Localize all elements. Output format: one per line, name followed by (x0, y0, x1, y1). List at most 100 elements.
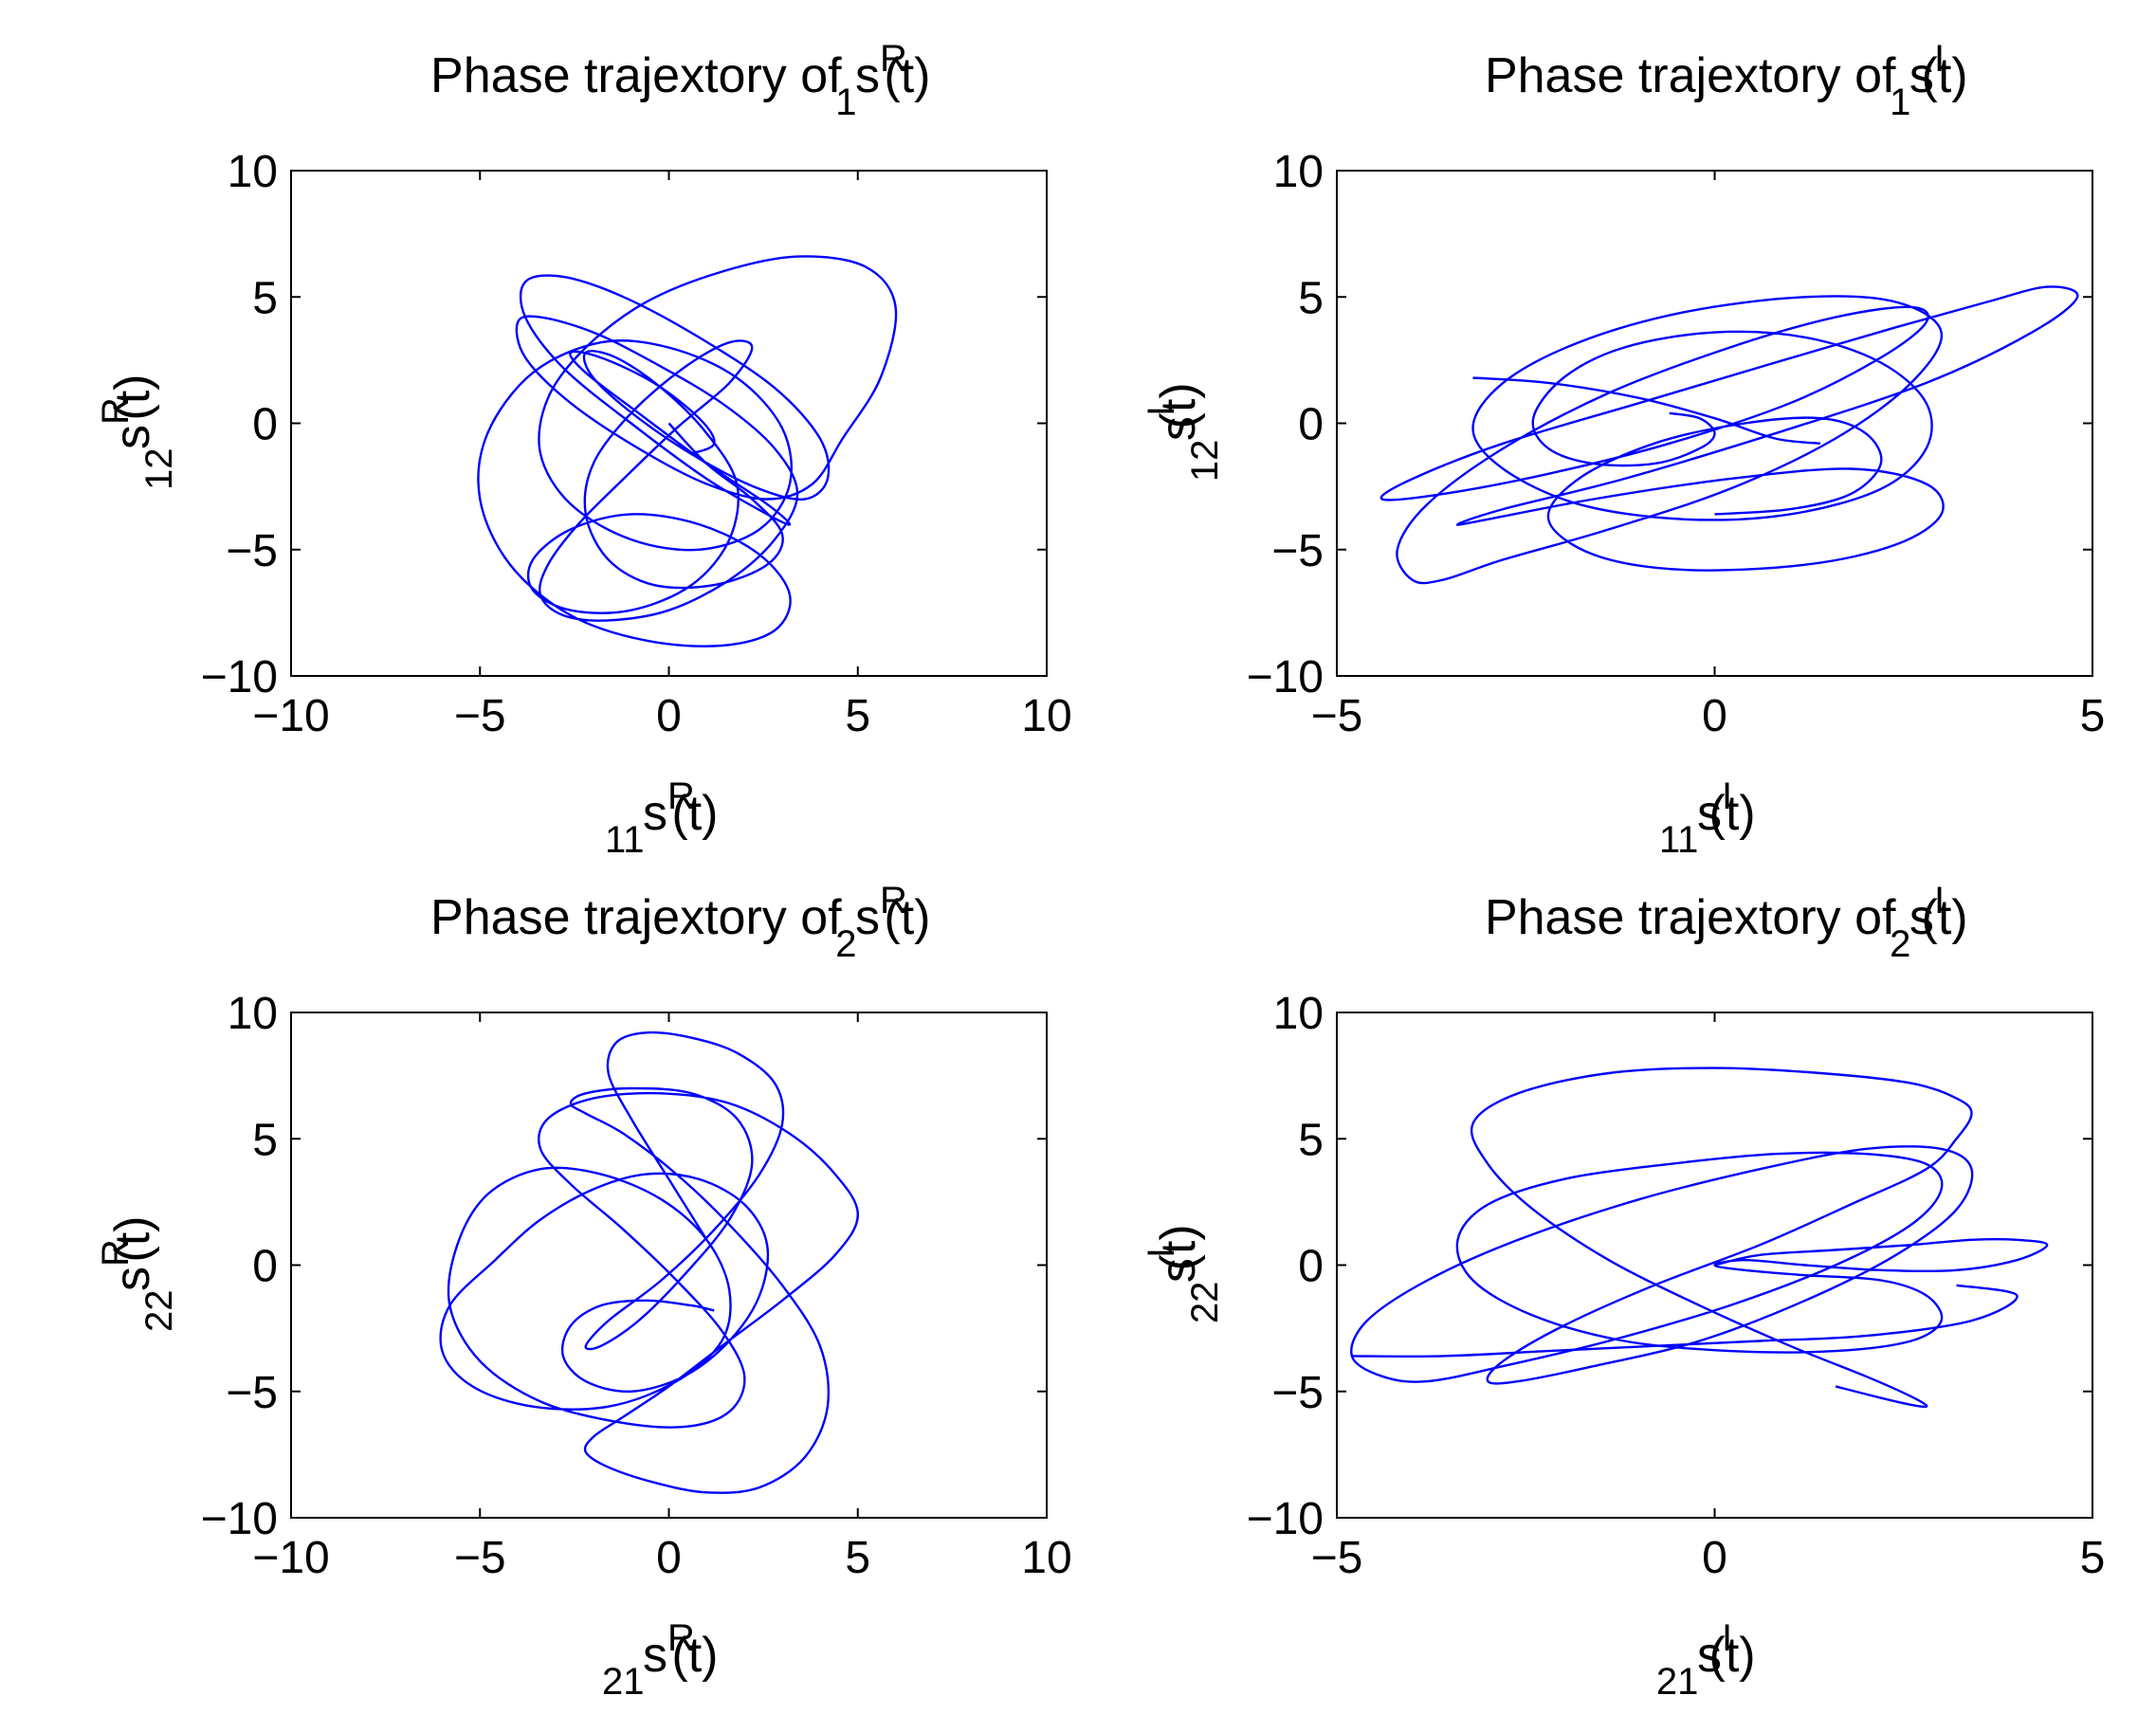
subplot-title: Phase trajextory of sI 1 (t) (1485, 38, 1968, 123)
x-axis-label: sR 11 (t) (605, 775, 719, 861)
title-prefix: Phase trajextory of s (1485, 890, 1934, 945)
xlabel-suffix: (t) (671, 1628, 718, 1683)
x-tick-label: −10 (252, 691, 329, 741)
x-axis-label: sI 21 (t) (1656, 1617, 1756, 1703)
title-superscript: R (880, 38, 907, 80)
axes-box (290, 1012, 1048, 1519)
x-tick-label: 5 (845, 1533, 870, 1583)
x-tick-label: 0 (1702, 691, 1727, 741)
ylabel-subscript: 12 (138, 447, 180, 490)
title-prefix: Phase trajextory of s (430, 890, 880, 945)
xlabel-subscript: 21 (602, 1661, 645, 1703)
ylabel-subscript: 12 (1184, 440, 1226, 483)
y-axis-label: sR12 (t) (95, 374, 180, 490)
subplot-title: Phase trajextory of sR 1 (t) (430, 38, 930, 123)
x-tick-label: 5 (845, 691, 870, 741)
xlabel-base: s (643, 786, 667, 841)
x-tick-label: −5 (1311, 1533, 1363, 1583)
trajectory-line-1 (1379, 285, 2079, 585)
ylabel-suffix: (t) (1151, 382, 1206, 428)
ylabel-suffix: (t) (105, 1216, 160, 1263)
title-suffix: (t) (1922, 890, 1968, 945)
trajectory-line-1 (477, 255, 898, 647)
title-suffix: (t) (884, 48, 930, 103)
ylabel-subscript: 22 (1184, 1282, 1226, 1324)
x-tick-label: 0 (656, 1533, 682, 1583)
x-tick-label: 10 (1021, 691, 1071, 741)
xlabel-superscript: R (667, 1617, 695, 1659)
title-superscript: I (1934, 880, 1945, 921)
x-tick-label: 5 (2080, 691, 2106, 741)
ylabel-suffix: (t) (105, 374, 160, 421)
x-axis-label: sI 11 (t) (1659, 775, 1756, 861)
title-subscript: 2 (835, 923, 856, 965)
y-tick-label: 10 (1273, 147, 1324, 197)
trajectory-line-2 (1351, 1284, 2019, 1358)
y-tick-label: 0 (252, 1242, 278, 1292)
y-tick-label: −5 (226, 1368, 278, 1418)
xlabel-base: s (643, 1628, 667, 1683)
y-tick-label: 5 (1298, 273, 1324, 323)
trajectory-line-1 (1350, 1067, 2049, 1409)
y-axis-label: sI 22 (t) (1141, 1224, 1226, 1323)
y-tick-label: 0 (1298, 400, 1324, 450)
y-tick-label: 0 (1298, 1242, 1324, 1292)
xlabel-subscript: 11 (605, 819, 645, 861)
y-tick-label: −10 (201, 1494, 278, 1544)
y-tick-label: −5 (1271, 526, 1324, 576)
xlabel-superscript: I (1722, 1617, 1732, 1659)
x-tick-label: −5 (454, 1533, 506, 1583)
y-axis-label: sI 12 (t) (1141, 382, 1226, 482)
y-tick-label: 5 (1298, 1115, 1324, 1165)
xlabel-suffix: (t) (1709, 786, 1756, 841)
xlabel-subscript: 21 (1656, 1661, 1699, 1703)
subplot-title: Phase trajextory of sI 2 (t) (1485, 880, 1968, 965)
ylabel-suffix: (t) (1151, 1224, 1206, 1270)
y-tick-label: 0 (252, 400, 278, 450)
xlabel-suffix: (t) (1709, 1628, 1756, 1683)
y-tick-label: 10 (1273, 989, 1324, 1039)
y-tick-label: 10 (228, 147, 278, 197)
ylabel-superscript: R (95, 397, 137, 425)
ylabel-superscript: I (1141, 406, 1182, 416)
xlabel-base: s (1697, 786, 1722, 841)
title-prefix: Phase trajextory of s (430, 48, 880, 103)
title-subscript: 2 (1890, 923, 1910, 965)
y-tick-label: −10 (1247, 1494, 1324, 1544)
y-tick-label: 10 (228, 989, 278, 1039)
ylabel-base: s (1151, 416, 1206, 441)
trajectory-line-2 (1472, 376, 1821, 445)
subplot-title: Phase trajextory of sR 2 (t) (430, 880, 930, 965)
y-tick-label: −10 (1247, 652, 1324, 702)
y-tick-label: −5 (1271, 1368, 1324, 1418)
trajectory-line-1 (439, 1030, 859, 1494)
ylabel-base: s (105, 425, 160, 449)
x-axis-label: sR 21 (t) (602, 1617, 718, 1703)
title-suffix: (t) (884, 890, 930, 945)
x-tick-label: 0 (656, 691, 682, 741)
title-subscript: 1 (835, 82, 856, 123)
x-tick-label: −10 (252, 1533, 329, 1583)
xlabel-suffix: (t) (671, 786, 718, 841)
ylabel-subscript: 22 (138, 1289, 180, 1332)
title-suffix: (t) (1922, 48, 1968, 103)
x-tick-label: 10 (1021, 1533, 1071, 1583)
y-tick-label: −5 (226, 526, 278, 576)
x-tick-label: −5 (454, 691, 506, 741)
x-tick-label: 5 (2080, 1533, 2106, 1583)
ylabel-base: s (105, 1267, 160, 1291)
y-axis-label: sR22 (t) (95, 1216, 180, 1332)
title-prefix: Phase trajextory of s (1485, 48, 1934, 103)
title-subscript: 1 (1890, 82, 1910, 123)
xlabel-superscript: R (667, 775, 695, 817)
x-tick-label: 0 (1702, 1533, 1727, 1583)
xlabel-base: s (1697, 1628, 1722, 1683)
ylabel-superscript: R (95, 1239, 137, 1267)
ylabel-base: s (1151, 1258, 1206, 1283)
xlabel-superscript: I (1722, 775, 1732, 817)
